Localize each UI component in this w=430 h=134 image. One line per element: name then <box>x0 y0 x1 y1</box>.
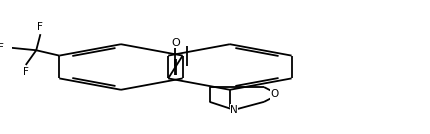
Text: O: O <box>270 90 278 99</box>
Text: F: F <box>23 67 29 77</box>
Text: N: N <box>230 105 237 115</box>
Text: F: F <box>37 23 43 32</box>
Text: F: F <box>0 43 3 53</box>
Text: O: O <box>171 38 179 48</box>
